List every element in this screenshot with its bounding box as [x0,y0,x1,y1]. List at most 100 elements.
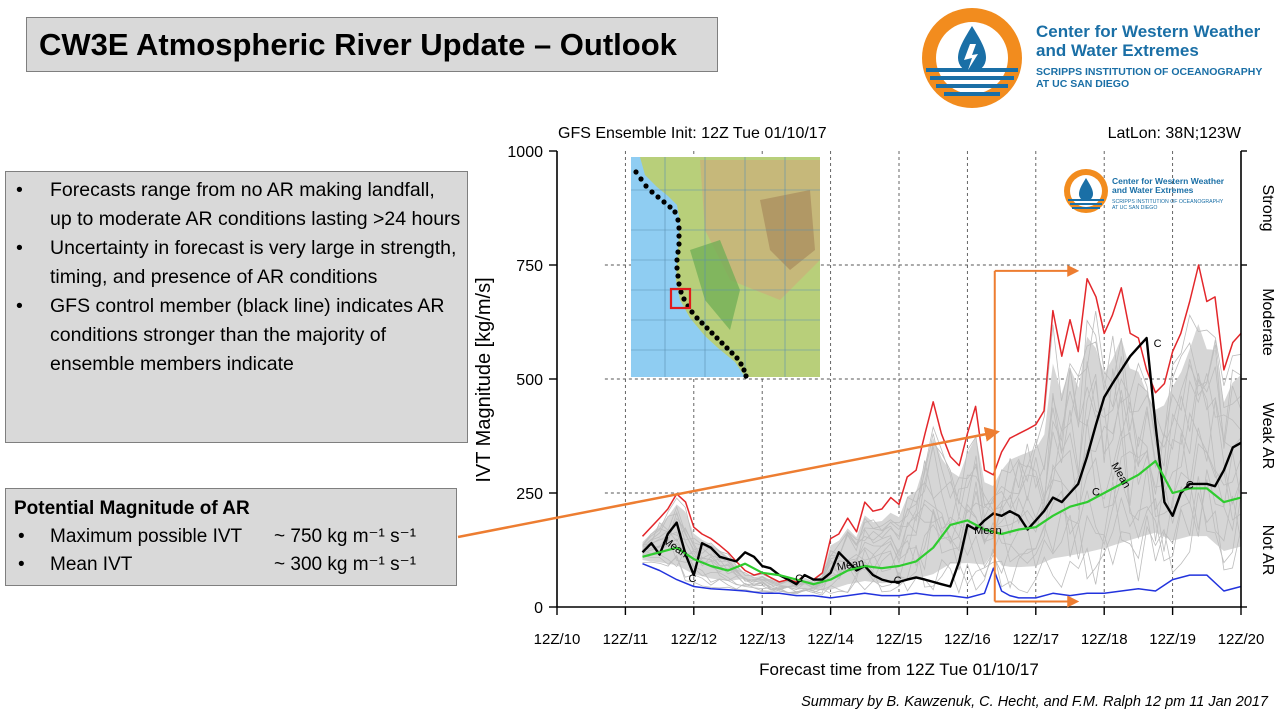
inset-landfall-point [724,345,730,351]
x-axis-label: Forecast time from 12Z Tue 01/10/17 [759,660,1039,679]
inset-landfall-point [704,325,710,331]
inset-landfall-point [672,209,678,215]
y-tick-label: 0 [534,600,543,617]
inset-landfall-point [674,257,680,263]
x-tick-label: 12Z/18 [1081,631,1128,648]
inset-landfall-point [676,241,682,247]
inset-landfall-point [743,373,749,379]
summary-box: • Forecasts range from no AR making landf… [5,171,468,443]
ensemble-member-line [642,463,1242,594]
inset-landfall-point [676,225,682,231]
ensemble-member-line [642,469,1242,594]
inset-landfall-point [678,289,684,295]
summary-bullet: • GFS control member (black line) indicat… [16,295,445,375]
inset-landfall-point [675,273,681,279]
magnitude-box: Potential Magnitude of AR • Maximum possi… [5,488,457,586]
inset-highlands [700,160,820,300]
ensemble-member-line [642,411,1242,592]
mean-line-label: Mean [974,525,1002,537]
credit-line: Summary by B. Kawzenuk, C. Hecht, and F.… [801,694,1268,710]
x-tick-label: 12Z/13 [739,631,786,648]
inset-mountains [760,190,815,270]
inset-landfall-point [709,330,715,336]
summary-bullet: • Forecasts range from no AR making landf… [16,179,461,230]
control-line-label: C [894,575,902,587]
ensemble-member-line [642,492,1242,596]
control-line-label: C [1092,486,1100,498]
series-ensemble-mean-line [642,460,1242,586]
chart-location: LatLon: 38N;123W [1108,125,1242,142]
inset-landfall-point [741,367,747,373]
inset-landfall-point [676,281,682,287]
inset-landfall-point [738,361,744,367]
ensemble-member-line [642,397,1242,591]
ensemble-member-line [642,476,1242,594]
mini-logo-drop [1079,178,1093,201]
control-line-label: C [1186,479,1194,491]
ensemble-spread-band [642,324,1241,591]
inset-landfall-point [676,233,682,239]
inset-ocean [631,157,820,377]
inset-landfall-point [714,335,720,341]
control-line-label: C [1154,338,1162,350]
inset-landfall-point [699,320,705,326]
ensemble-member-line [642,361,1242,589]
inset-selected-box [669,287,692,310]
title-box: CW3E Atmospheric River Update – Outlook [26,17,718,72]
inset-landfall-point [694,315,700,321]
inset-landfall-point [667,204,673,210]
x-tick-label: 12Z/17 [1012,631,1059,648]
inset-landfall-point [638,176,644,182]
strength-category-label: Strong [1259,184,1276,231]
y-tick-label: 500 [516,372,543,389]
summary-bullet: • Uncertainty in forecast is very large i… [16,237,457,288]
inset-landfall-point [675,217,681,223]
inset-landfall-point [649,189,655,195]
ensemble-member-line [642,319,1242,585]
inset-land [640,157,820,377]
inset-map [631,157,820,379]
x-tick-label: 12Z/12 [670,631,717,648]
ensemble-member-line [642,378,1242,588]
inset-landfall-point [675,249,681,255]
strength-category-label: Not AR [1259,525,1276,576]
mini-logo-name: and Water Extremes [1112,185,1194,195]
page-title: CW3E Atmospheric River Update – Outlook [39,26,677,62]
ensemble-member-line [642,311,1242,585]
inset-landfall-point [689,309,695,315]
x-tick-label: 12Z/19 [1149,631,1196,648]
mini-logo-wave [1072,207,1100,209]
inset-landfall-point [729,350,735,356]
ensemble-member-line [642,367,1242,588]
y-axis-label: IVT Magnitude [kg/m/s] [473,277,495,482]
logo-institution: SCRIPPS INSTITUTION OF OCEANOGRAPHY AT U… [1036,66,1263,90]
y-tick-label: 250 [516,486,543,503]
series-ensemble-max-line [641,264,1242,583]
x-tick-label: 12Z/14 [807,631,854,648]
mini-logo-wave [1070,203,1102,205]
x-tick-label: 12Z/11 [603,631,649,648]
x-tick-label: 12Z/20 [1218,631,1265,648]
mini-logo-inst: AT UC SAN DIEGO [1112,205,1157,211]
control-line-label: C [688,573,696,585]
inset-landfall-point [655,194,661,200]
logo-name: Center for Western Weather and Water Ext… [1036,22,1261,60]
strength-category-label: Weak AR [1259,403,1276,469]
mean-line-label: Mean [660,535,689,561]
magnitude-row-mean: • Mean IVT ~ 300 kg m⁻¹ s⁻¹ [18,554,417,575]
x-tick-label: 12Z/16 [944,631,991,648]
inset-landfall-point [643,183,649,189]
inset-landfall-point [719,340,725,346]
series-ensemble-min-line [642,563,1242,599]
cw3e-logo-icon [922,8,1022,108]
inset-landfall-point [685,303,691,309]
inset-landfall-point [734,355,740,361]
chart-title: GFS Ensemble Init: 12Z Tue 01/10/17 [558,125,827,142]
magnitude-row-max: • Maximum possible IVT ~ 750 kg m⁻¹ s⁻¹ [18,526,417,547]
mini-logo-wave [1068,199,1104,201]
y-tick-label: 750 [516,258,543,275]
x-tick-label: 12Z/10 [534,631,581,648]
mini-logo-center [1070,175,1102,207]
inset-landfall-point [681,296,687,302]
